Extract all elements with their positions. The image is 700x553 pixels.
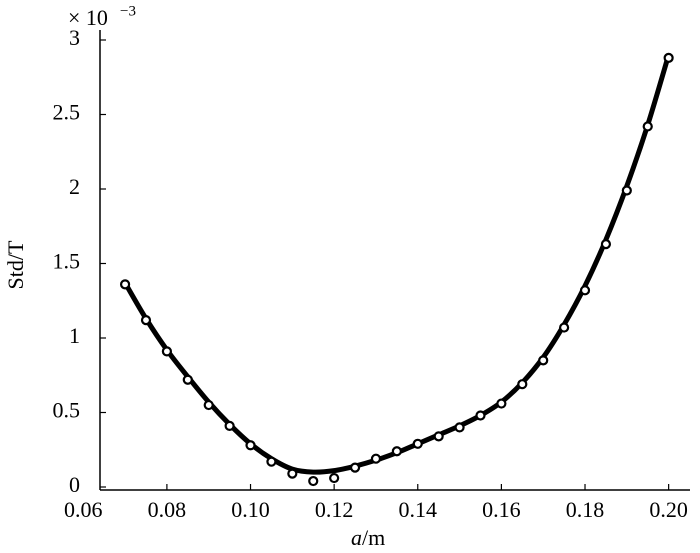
data-point [370,453,382,464]
y-tick-label: 0.5 [53,398,81,423]
data-point [433,431,444,442]
data-point [663,52,674,63]
data-point [475,410,486,421]
x-axis-label-var: a [351,525,362,550]
x-axis-label-unit: /m [362,525,385,550]
data-point [140,315,152,326]
x-tick-label: 0.08 [148,497,187,522]
x-tick-label: 0.14 [399,497,438,522]
y-tick-label: 1 [69,323,80,348]
y-axis-label: Std/T [3,240,28,289]
data-point [329,472,340,484]
data-point [642,121,653,132]
data-point [203,399,214,411]
data-point [391,446,402,457]
x-tick-label: 0.10 [231,497,270,522]
data-point [621,185,632,196]
multiplier: × 10 [68,5,108,30]
x-tick-label: 0.16 [482,497,521,522]
data-point [182,374,193,385]
data-point [308,475,319,487]
data-point [517,379,528,390]
data-point [538,355,549,366]
x-tick-label: 0.20 [649,497,688,522]
data-point [119,279,131,290]
y-tick-label: 3 [69,25,80,50]
y-tick-label: 2.5 [53,100,81,125]
y-tick-label: 0 [69,472,80,497]
data-point [600,239,612,250]
data-point [224,420,235,432]
multiplier-exponent: −3 [120,3,136,19]
data-point [245,440,256,451]
data-point [579,285,591,296]
data-point [454,422,465,433]
y-tick-label: 2 [69,174,80,199]
data-point [349,462,361,473]
data-point [266,456,277,467]
x-tick-label: 0.18 [566,497,605,522]
data-point [559,322,570,333]
data-point [287,468,298,479]
x-tick-label: 0.12 [315,497,354,522]
data-point [496,398,507,409]
x-tick-label: 0.06 [64,497,103,522]
data-point [412,438,423,449]
y-tick-label: 1.5 [53,249,81,274]
data-point [161,346,172,357]
